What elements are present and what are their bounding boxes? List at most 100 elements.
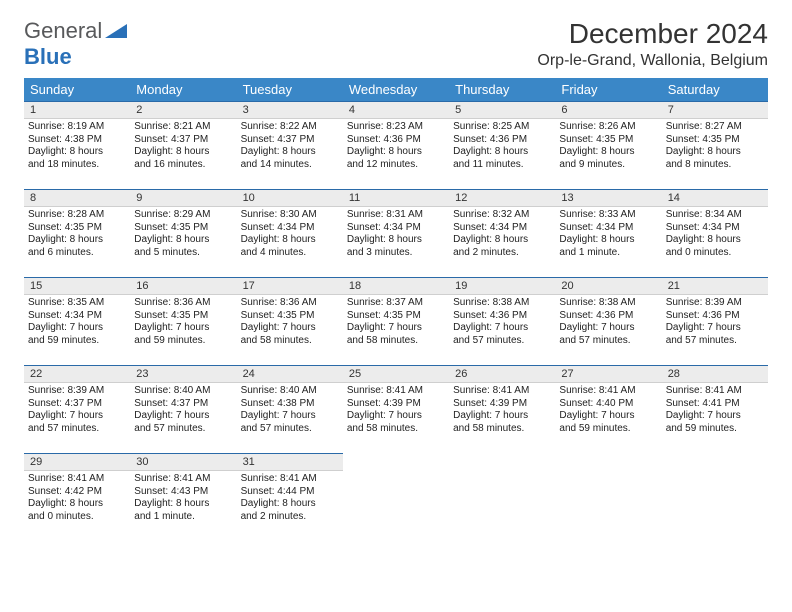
daylight-text-2: and 57 minutes. xyxy=(666,335,764,348)
day-number: 20 xyxy=(555,277,661,295)
calendar-day-cell: 7Sunrise: 8:27 AMSunset: 4:35 PMDaylight… xyxy=(662,101,768,189)
sunrise-text: Sunrise: 8:41 AM xyxy=(347,385,445,398)
day-details: Sunrise: 8:41 AMSunset: 4:41 PMDaylight:… xyxy=(662,383,768,441)
daylight-text-1: Daylight: 7 hours xyxy=(134,410,232,423)
calendar-day-cell: 23Sunrise: 8:40 AMSunset: 4:37 PMDayligh… xyxy=(130,365,236,453)
day-number xyxy=(343,453,449,457)
sunrise-text: Sunrise: 8:36 AM xyxy=(134,297,232,310)
daylight-text-1: Daylight: 7 hours xyxy=(666,410,764,423)
sunrise-text: Sunrise: 8:27 AM xyxy=(666,121,764,134)
day-details: Sunrise: 8:40 AMSunset: 4:37 PMDaylight:… xyxy=(130,383,236,441)
daylight-text-1: Daylight: 7 hours xyxy=(559,322,657,335)
day-details: Sunrise: 8:27 AMSunset: 4:35 PMDaylight:… xyxy=(662,119,768,177)
sunset-text: Sunset: 4:35 PM xyxy=(28,222,126,235)
day-details: Sunrise: 8:41 AMSunset: 4:40 PMDaylight:… xyxy=(555,383,661,441)
daylight-text-1: Daylight: 8 hours xyxy=(347,146,445,159)
day-number xyxy=(449,453,555,457)
daylight-text-1: Daylight: 8 hours xyxy=(453,146,551,159)
sunset-text: Sunset: 4:34 PM xyxy=(28,310,126,323)
daylight-text-1: Daylight: 8 hours xyxy=(559,146,657,159)
daylight-text-2: and 58 minutes. xyxy=(241,335,339,348)
sunset-text: Sunset: 4:35 PM xyxy=(347,310,445,323)
sunrise-text: Sunrise: 8:19 AM xyxy=(28,121,126,134)
day-details: Sunrise: 8:38 AMSunset: 4:36 PMDaylight:… xyxy=(449,295,555,353)
day-details: Sunrise: 8:39 AMSunset: 4:36 PMDaylight:… xyxy=(662,295,768,353)
day-number: 16 xyxy=(130,277,236,295)
sunrise-text: Sunrise: 8:36 AM xyxy=(241,297,339,310)
calendar-page: General Blue December 2024 Orp-le-Grand,… xyxy=(0,0,792,559)
daylight-text-2: and 16 minutes. xyxy=(134,159,232,172)
day-number: 3 xyxy=(237,101,343,119)
daylight-text-2: and 57 minutes. xyxy=(241,423,339,436)
daylight-text-2: and 1 minute. xyxy=(134,511,232,524)
calendar-day-cell: 16Sunrise: 8:36 AMSunset: 4:35 PMDayligh… xyxy=(130,277,236,365)
day-details: Sunrise: 8:41 AMSunset: 4:39 PMDaylight:… xyxy=(343,383,449,441)
logo: General Blue xyxy=(24,18,127,70)
day-number: 19 xyxy=(449,277,555,295)
day-details: Sunrise: 8:38 AMSunset: 4:36 PMDaylight:… xyxy=(555,295,661,353)
sunrise-text: Sunrise: 8:38 AM xyxy=(559,297,657,310)
calendar-day-cell xyxy=(662,453,768,541)
sunset-text: Sunset: 4:40 PM xyxy=(559,398,657,411)
logo-text-blue: Blue xyxy=(24,44,72,69)
daylight-text-2: and 0 minutes. xyxy=(28,511,126,524)
day-details: Sunrise: 8:41 AMSunset: 4:39 PMDaylight:… xyxy=(449,383,555,441)
sunset-text: Sunset: 4:36 PM xyxy=(453,310,551,323)
sunset-text: Sunset: 4:34 PM xyxy=(559,222,657,235)
day-number: 23 xyxy=(130,365,236,383)
calendar-day-cell: 30Sunrise: 8:41 AMSunset: 4:43 PMDayligh… xyxy=(130,453,236,541)
calendar-day-cell: 20Sunrise: 8:38 AMSunset: 4:36 PMDayligh… xyxy=(555,277,661,365)
calendar-day-cell: 13Sunrise: 8:33 AMSunset: 4:34 PMDayligh… xyxy=(555,189,661,277)
sunset-text: Sunset: 4:34 PM xyxy=(241,222,339,235)
sunrise-text: Sunrise: 8:26 AM xyxy=(559,121,657,134)
sunrise-text: Sunrise: 8:41 AM xyxy=(134,473,232,486)
daylight-text-1: Daylight: 8 hours xyxy=(559,234,657,247)
day-details: Sunrise: 8:26 AMSunset: 4:35 PMDaylight:… xyxy=(555,119,661,177)
sunrise-text: Sunrise: 8:22 AM xyxy=(241,121,339,134)
daylight-text-2: and 1 minute. xyxy=(559,247,657,260)
day-number: 27 xyxy=(555,365,661,383)
daylight-text-2: and 9 minutes. xyxy=(559,159,657,172)
daylight-text-2: and 59 minutes. xyxy=(134,335,232,348)
day-number: 8 xyxy=(24,189,130,207)
daylight-text-2: and 11 minutes. xyxy=(453,159,551,172)
calendar-day-cell: 2Sunrise: 8:21 AMSunset: 4:37 PMDaylight… xyxy=(130,101,236,189)
day-number: 10 xyxy=(237,189,343,207)
sunset-text: Sunset: 4:43 PM xyxy=(134,486,232,499)
day-number: 25 xyxy=(343,365,449,383)
day-details: Sunrise: 8:41 AMSunset: 4:43 PMDaylight:… xyxy=(130,471,236,529)
sunset-text: Sunset: 4:39 PM xyxy=(347,398,445,411)
daylight-text-1: Daylight: 8 hours xyxy=(28,498,126,511)
sunset-text: Sunset: 4:35 PM xyxy=(559,134,657,147)
daylight-text-1: Daylight: 7 hours xyxy=(559,410,657,423)
logo-triangle-icon xyxy=(105,24,127,38)
day-details: Sunrise: 8:41 AMSunset: 4:42 PMDaylight:… xyxy=(24,471,130,529)
calendar-day-cell: 27Sunrise: 8:41 AMSunset: 4:40 PMDayligh… xyxy=(555,365,661,453)
daylight-text-2: and 18 minutes. xyxy=(28,159,126,172)
sunset-text: Sunset: 4:36 PM xyxy=(347,134,445,147)
day-details: Sunrise: 8:36 AMSunset: 4:35 PMDaylight:… xyxy=(130,295,236,353)
sunrise-text: Sunrise: 8:41 AM xyxy=(453,385,551,398)
daylight-text-1: Daylight: 7 hours xyxy=(347,322,445,335)
calendar-day-cell: 25Sunrise: 8:41 AMSunset: 4:39 PMDayligh… xyxy=(343,365,449,453)
daylight-text-2: and 59 minutes. xyxy=(28,335,126,348)
daylight-text-1: Daylight: 8 hours xyxy=(28,234,126,247)
daylight-text-1: Daylight: 8 hours xyxy=(241,234,339,247)
daylight-text-2: and 57 minutes. xyxy=(28,423,126,436)
calendar-day-cell xyxy=(343,453,449,541)
daylight-text-1: Daylight: 7 hours xyxy=(28,410,126,423)
daylight-text-1: Daylight: 7 hours xyxy=(347,410,445,423)
sunrise-text: Sunrise: 8:39 AM xyxy=(28,385,126,398)
daylight-text-2: and 2 minutes. xyxy=(453,247,551,260)
sunset-text: Sunset: 4:38 PM xyxy=(241,398,339,411)
day-details: Sunrise: 8:41 AMSunset: 4:44 PMDaylight:… xyxy=(237,471,343,529)
daylight-text-2: and 59 minutes. xyxy=(666,423,764,436)
calendar-day-cell: 15Sunrise: 8:35 AMSunset: 4:34 PMDayligh… xyxy=(24,277,130,365)
day-details: Sunrise: 8:28 AMSunset: 4:35 PMDaylight:… xyxy=(24,207,130,265)
day-details: Sunrise: 8:33 AMSunset: 4:34 PMDaylight:… xyxy=(555,207,661,265)
sunset-text: Sunset: 4:37 PM xyxy=(134,398,232,411)
weekday-header: Wednesday xyxy=(343,78,449,101)
weekday-header: Monday xyxy=(130,78,236,101)
sunset-text: Sunset: 4:34 PM xyxy=(666,222,764,235)
sunset-text: Sunset: 4:35 PM xyxy=(666,134,764,147)
